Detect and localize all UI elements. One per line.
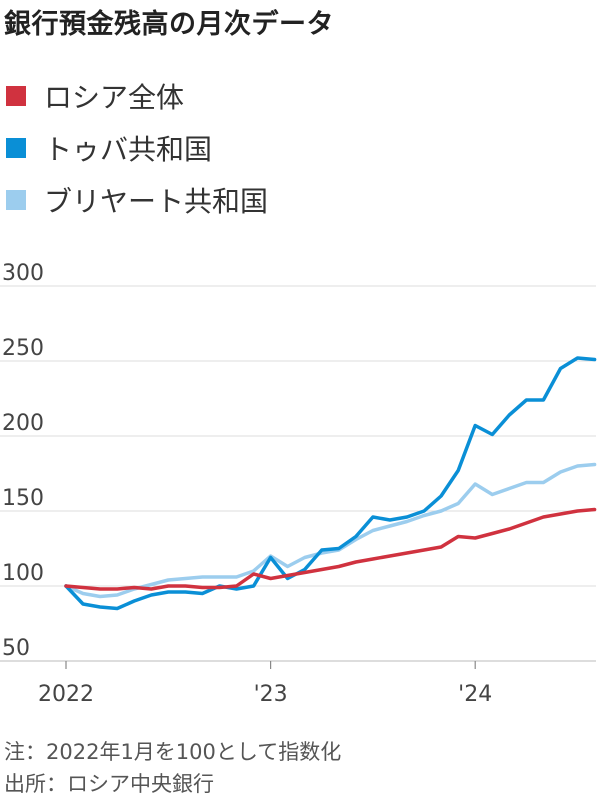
series-line-2 — [64, 462, 597, 599]
y-tick-label-150: 150 — [2, 486, 44, 511]
footnote-note: 注：2022年1月を100として指数化 — [4, 740, 342, 764]
chart-title: 銀行預金残高の月次データ — [4, 9, 334, 40]
y-tick-label-100: 100 — [2, 561, 44, 586]
y-tick-label-50: 50 — [2, 636, 30, 661]
y-tick-label-200: 200 — [2, 411, 44, 436]
legend-label-russia: ロシア全体 — [44, 81, 185, 114]
y-tick-label-300: 300 — [2, 261, 44, 286]
y-tick-label-250: 250 — [2, 336, 44, 361]
legend-label-buryatia: ブリヤート共和国 — [44, 185, 269, 218]
series-line-1 — [64, 356, 597, 611]
legend: ロシア全体 トゥバ共和国 ブリヤート共和国 — [6, 70, 268, 226]
legend-label-tuva: トゥバ共和国 — [44, 133, 213, 166]
line-chart: 50 100 150 200 250 300 2022 '23 '24 — [0, 261, 597, 707]
x-tick-label-2: '24 — [458, 682, 492, 707]
legend-item-tuva: トゥバ共和国 — [6, 122, 268, 174]
legend-item-buryatia: ブリヤート共和国 — [6, 174, 268, 226]
legend-swatch-russia — [6, 86, 26, 106]
legend-swatch-buryatia — [6, 190, 26, 210]
legend-swatch-tuva — [6, 138, 26, 158]
x-tick-label-1: '23 — [254, 682, 288, 707]
footnote-source: 出所：ロシア中央銀行 — [4, 772, 214, 796]
legend-item-russia: ロシア全体 — [6, 70, 268, 122]
series-line-0 — [64, 507, 597, 591]
x-tick-label-0: 2022 — [38, 682, 94, 707]
